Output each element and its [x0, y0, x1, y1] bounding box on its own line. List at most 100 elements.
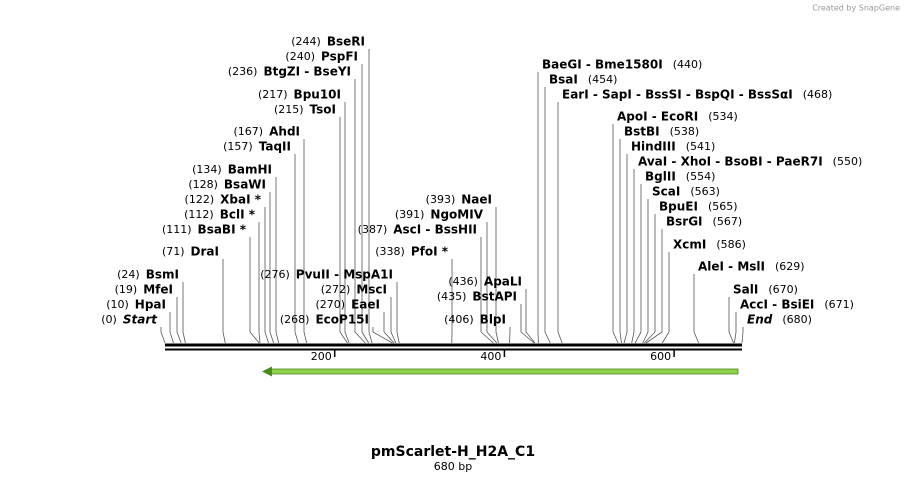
cut-site-line [396, 282, 400, 344]
enzyme-position: (128) [188, 178, 218, 191]
enzyme-name: BstBI [624, 125, 660, 139]
enzyme-position: (122) [185, 193, 215, 206]
enzyme-position: (338) [375, 245, 405, 258]
cut-site-line [495, 207, 499, 344]
enzyme-position: (215) [274, 103, 304, 116]
cut-site-line [544, 87, 551, 344]
enzyme-position: (586) [716, 238, 746, 251]
cut-site-line [264, 207, 269, 344]
cut-site-line [733, 312, 737, 344]
enzyme-position: (454) [588, 73, 618, 86]
cut-site-line [557, 102, 563, 344]
enzyme-position: (134) [192, 163, 222, 176]
enzyme-name: EaeI [351, 298, 380, 312]
enzyme-position: (680) [782, 313, 812, 326]
cut-site-line [619, 139, 622, 344]
enzyme-name: BstAPI [472, 290, 517, 304]
enzyme-name: AccI - BsiEI [740, 298, 814, 312]
enzyme-name: NaeI [461, 193, 492, 207]
enzyme-position: (550) [833, 155, 863, 168]
cut-site-line [372, 327, 393, 344]
enzyme-position: (436) [448, 275, 478, 288]
cut-site-line [644, 214, 656, 344]
enzyme-name: BseRI [327, 35, 365, 49]
cut-site-line [612, 124, 619, 344]
cut-site-line [303, 139, 308, 344]
enzyme-position: (111) [162, 223, 192, 236]
cut-site-line [169, 312, 174, 344]
enzyme-position: (406) [444, 313, 474, 326]
enzyme-position: (217) [258, 88, 288, 101]
cut-site-line [631, 169, 635, 344]
enzyme-position: (0) [101, 313, 117, 326]
enzyme-position: (468) [803, 88, 833, 101]
enzyme-position: (244) [291, 35, 321, 48]
scale-label: 200 [311, 350, 332, 363]
cut-site-line [344, 102, 350, 344]
enzyme-name: NgoMIV [430, 208, 483, 222]
enzyme-position: (24) [117, 268, 140, 281]
cut-site-line [728, 297, 734, 344]
cut-site-line [160, 327, 166, 344]
enzyme-position: (541) [686, 140, 716, 153]
enzyme-name: DraI [191, 245, 219, 259]
map-title: pmScarlet-H_H2A_C1 [371, 444, 535, 460]
cut-site-line [634, 184, 642, 344]
cut-site-line [339, 117, 348, 344]
scale-label: 600 [650, 350, 671, 363]
enzyme-position: (670) [768, 283, 798, 296]
enzyme-name: XcmI [673, 238, 706, 252]
enzyme-name: BglII [645, 170, 676, 184]
enzyme-name: BtgZI - BseYI [263, 65, 351, 79]
enzyme-position: (270) [316, 298, 346, 311]
cut-site-line [182, 282, 186, 344]
enzyme-name: AvaI - XhoI - BsoBI - PaeR7I [638, 155, 823, 169]
enzyme-name: BamHI [228, 163, 272, 177]
cut-site-line [741, 327, 744, 344]
cut-site-line [520, 304, 535, 344]
cut-site-line [222, 259, 226, 344]
enzyme-position: (440) [673, 58, 703, 71]
cut-site-line [642, 199, 649, 344]
enzyme-name: PspFI [321, 50, 358, 64]
enzyme-position: (554) [686, 170, 716, 183]
enzyme-position: (112) [184, 208, 214, 221]
enzyme-name: BsrGI [666, 215, 703, 229]
enzyme-name: HindIII [631, 140, 676, 154]
cut-site-line [294, 154, 299, 344]
cut-site-line [661, 252, 670, 344]
enzyme-name: BsaI [549, 73, 578, 87]
enzyme-name: ScaI [652, 185, 680, 199]
enzyme-position: (167) [234, 125, 264, 138]
enzyme-position: (567) [713, 215, 743, 228]
cut-site-line [525, 289, 536, 344]
enzyme-name: BclI * [220, 208, 256, 222]
enzyme-position: (538) [670, 125, 700, 138]
enzyme-name: End [747, 313, 773, 327]
enzyme-name: EarI - SapI - BssSI - BspQI - BssSαI [562, 88, 793, 102]
cut-site-line [258, 222, 261, 344]
enzyme-position: (387) [358, 223, 388, 236]
enzyme-position: (268) [280, 313, 310, 326]
enzyme-name: TaqII [259, 140, 291, 154]
enzyme-position: (629) [775, 260, 805, 273]
enzyme-name: PfoI * [411, 245, 449, 259]
watermark: Created by SnapGene [812, 4, 900, 13]
map-subtitle: 680 bp [434, 460, 472, 473]
enzyme-name: Bpu10I [294, 88, 341, 102]
enzyme-name: BsaWI [224, 178, 266, 192]
cut-site-line [693, 274, 700, 344]
enzyme-position: (534) [708, 110, 738, 123]
enzyme-position: (272) [321, 283, 351, 296]
enzyme-name: BlpI [480, 313, 506, 327]
enzyme-name: BsaBI * [198, 223, 247, 237]
enzyme-name: SalI [733, 283, 758, 297]
enzyme-name: EcoP15I [315, 313, 369, 327]
enzyme-name: TsoI [310, 103, 336, 117]
enzyme-name: XbaI * [220, 193, 262, 207]
enzyme-name: HpaI [135, 298, 166, 312]
cut-site-line [176, 297, 182, 344]
enzyme-name: BpuEI [659, 200, 698, 214]
